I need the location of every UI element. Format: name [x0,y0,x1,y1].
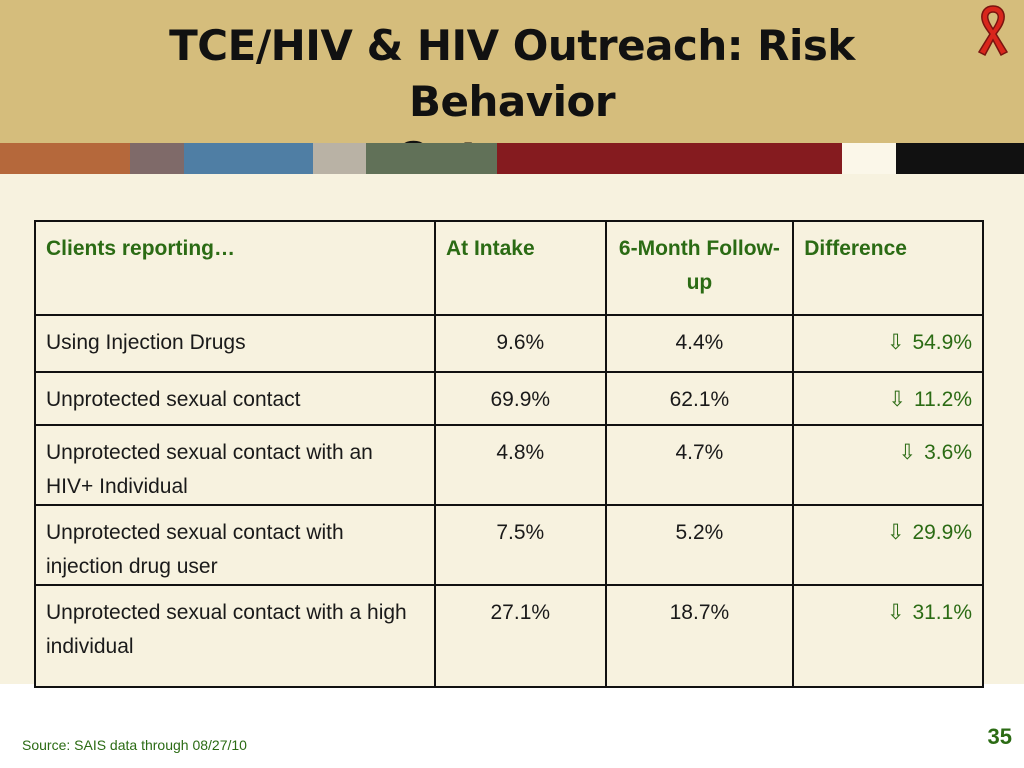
header-difference: Difference [792,220,984,316]
followup-value: 5.2% [604,504,795,586]
difference-cell: ⇩ 31.1% [792,584,984,688]
row-label: Using Injection Drugs [34,314,436,373]
intake-value: 27.1% [433,584,607,688]
down-arrow-icon: ⇩ [886,521,905,544]
stripe-8 [896,143,1024,174]
difference-value: 54.9% [912,331,972,354]
stripe-3 [184,143,313,174]
slide-title-line-1: TCE/HIV & HIV Outreach: Risk Behavior [169,21,855,126]
row-label: Unprotected sexual contact with injectio… [34,504,436,586]
table-row: Using Injection Drugs 9.6% 4.4% ⇩ 54.9% [34,314,984,373]
row-label: Unprotected sexual contact with an HIV+ … [34,424,436,506]
difference-value: 11.2% [914,388,972,411]
difference-value: 29.9% [912,521,972,544]
difference-cell: ⇩ 29.9% [792,504,984,586]
difference-value: 31.1% [912,601,972,624]
table-row: Unprotected sexual contact with an HIV+ … [34,424,984,506]
down-arrow-icon: ⇩ [886,601,905,624]
row-label: Unprotected sexual contact with a high i… [34,584,436,688]
source-note: Source: SAIS data through 08/27/10 [22,737,247,753]
stripe-1 [0,143,130,174]
table-row: Unprotected sexual contact with injectio… [34,504,984,586]
difference-cell: ⇩ 3.6% [792,424,984,506]
stripe-4 [313,143,366,174]
down-arrow-icon: ⇩ [898,441,917,464]
intake-value: 9.6% [433,314,607,373]
intake-value: 7.5% [433,504,607,586]
page-number: 35 [987,724,1012,749]
stripe-2 [130,143,184,174]
down-arrow-icon: ⇩ [888,388,906,411]
difference-value: 3.6% [924,441,972,464]
table-row: Unprotected sexual contact 69.9% 62.1% ⇩… [34,371,984,426]
table-header-row: Clients reporting… At Intake 6-Month Fol… [34,220,984,316]
stripe-7 [842,143,896,174]
followup-value: 4.4% [604,314,795,373]
header-at-intake: At Intake [433,220,607,316]
header-clients-reporting: Clients reporting… [34,220,436,316]
intake-value: 4.8% [433,424,607,506]
down-arrow-icon: ⇩ [886,331,905,354]
followup-value: 4.7% [604,424,795,506]
intake-value: 69.9% [433,371,607,426]
stripe-6 [497,143,842,174]
awareness-ribbon-icon [977,5,1009,56]
followup-value: 62.1% [604,371,795,426]
row-label: Unprotected sexual contact [34,371,436,426]
followup-value: 18.7% [604,584,795,688]
risk-behavior-table: Clients reporting… At Intake 6-Month Fol… [34,220,984,688]
difference-cell: ⇩ 54.9% [792,314,984,373]
decorative-stripe-bar [0,143,1024,174]
stripe-5 [366,143,497,174]
header-6-month-follow-up: 6-Month Follow-up [604,220,795,316]
difference-cell: ⇩ 11.2% [792,371,984,426]
table-row: Unprotected sexual contact with a high i… [34,584,984,688]
title-band [0,0,1024,143]
